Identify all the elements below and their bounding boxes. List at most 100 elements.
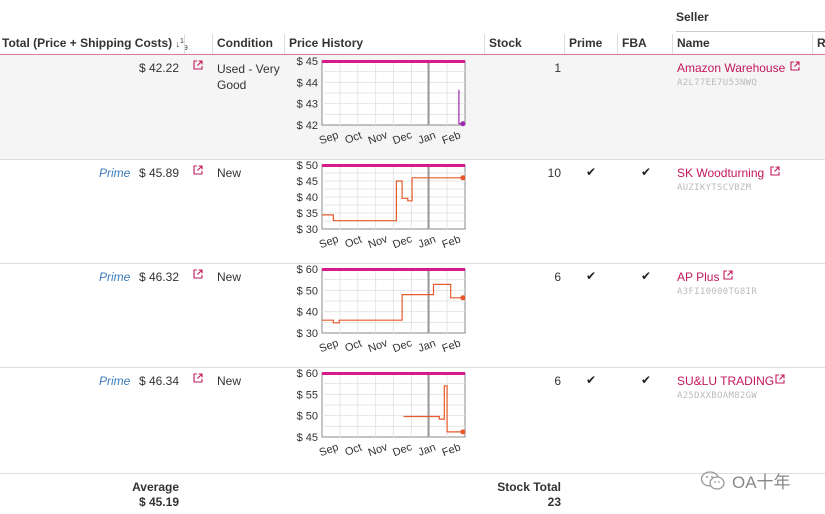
wechat-icon	[700, 470, 725, 490]
chart-y-tick-label: $ 45	[297, 56, 318, 68]
chart-x-tick-label: Oct	[343, 338, 363, 355]
chart-x-tick-label: Nov	[367, 233, 390, 251]
chart-y-tick-label: $ 50	[297, 285, 318, 297]
col-extra-header[interactable]: R	[817, 36, 825, 50]
seller-name: Amazon Warehouse	[677, 61, 786, 75]
seller-name: AP Plus	[677, 270, 720, 284]
external-link-icon[interactable]	[193, 165, 203, 175]
col-total-label: Total (Price + Shipping Costs)	[2, 36, 173, 50]
average-label: Average	[132, 480, 179, 494]
row-condition: New	[217, 270, 242, 284]
chart-availability-bar	[322, 60, 465, 63]
row-stock: 1	[554, 61, 561, 75]
chart-y-tick-label: $ 43	[297, 99, 318, 111]
external-link-icon[interactable]	[193, 60, 203, 70]
chart-x-tick-label: Oct	[343, 442, 363, 459]
chart-y-tick-label: $ 45	[297, 432, 318, 444]
chart-y-tick-label: $ 50	[297, 411, 318, 423]
external-link-icon[interactable]	[770, 166, 780, 176]
chart-x-tick-label: Jan	[417, 130, 438, 147]
col-prime-header[interactable]: Prime	[569, 36, 603, 50]
col-name-header[interactable]: Name	[677, 36, 710, 50]
external-link-icon[interactable]	[775, 374, 785, 384]
chart-y-tick-label: $ 40	[297, 307, 318, 319]
average-value: $ 45.19	[138, 495, 179, 509]
row-price: $ 45.89	[138, 166, 179, 180]
chart-x-tick-label: Feb	[441, 129, 463, 147]
chart-y-tick-label: $ 42	[297, 120, 318, 132]
external-link-icon[interactable]	[193, 269, 203, 279]
chart-x-tick-label: Nov	[367, 441, 390, 459]
watermark: OA十年	[700, 468, 791, 493]
chart-x-tick-label: Oct	[343, 130, 363, 147]
seller-name-link[interactable]: SK Woodturning	[677, 166, 764, 180]
fba-check-icon: ✔	[641, 269, 652, 283]
stock-total-value: 23	[547, 495, 561, 509]
chart-x-tick-label: Dec	[391, 441, 414, 459]
chart-x-tick-label: Jan	[417, 338, 438, 355]
col-condition-header[interactable]: Condition	[217, 36, 273, 50]
seller-name: SK Woodturning	[677, 166, 765, 180]
header-bottom-border	[0, 54, 825, 55]
col-total-header[interactable]: Total (Price + Shipping Costs) ↓19	[2, 36, 188, 52]
seller-name-link[interactable]: SU&LU TRADING	[677, 374, 774, 388]
col-stock-header[interactable]: Stock	[489, 36, 522, 50]
chart-x-tick-label: Dec	[391, 233, 414, 251]
chart-y-tick-label: $ 45	[297, 176, 318, 188]
chart-current-point	[460, 295, 466, 301]
sort-icon[interactable]: ↓19	[175, 38, 188, 52]
chart-price-line	[403, 385, 463, 433]
chart-x-tick-label: Feb	[441, 337, 463, 355]
fba-check-icon: ✔	[641, 373, 652, 387]
chart-x-tick-label: Feb	[441, 441, 463, 459]
chart-x-tick-label: Sep	[318, 441, 341, 459]
chart-price-line	[322, 177, 463, 222]
chart-x-tick-label: Jan	[417, 234, 438, 251]
seller-name-link[interactable]: Amazon Warehouse	[677, 61, 785, 75]
chart-current-point	[460, 175, 466, 181]
external-link-icon[interactable]	[723, 270, 733, 280]
col-price-history-header[interactable]: Price History	[289, 36, 364, 50]
chart-x-tick-label: Sep	[318, 233, 341, 251]
prime-check-icon: ✔	[586, 269, 597, 283]
chart-x-tick-label: Dec	[391, 337, 414, 355]
seller-name-link[interactable]: AP Plus	[677, 270, 719, 284]
footer-top-border	[0, 473, 825, 474]
stock-total-label: Stock Total	[497, 480, 561, 494]
col-fba-header[interactable]: FBA	[622, 36, 647, 50]
prime-check-icon: ✔	[586, 373, 597, 387]
table-row	[0, 367, 825, 472]
chart-x-tick-label: Nov	[367, 129, 390, 147]
chart-current-point	[460, 121, 466, 127]
prime-label: Prime	[99, 270, 131, 284]
chart-x-tick-label: Sep	[318, 337, 341, 355]
seller-id: AUZIKYTSCVBZM	[677, 183, 752, 193]
prime-label: Prime	[99, 374, 131, 388]
chart-y-tick-label: $ 60	[297, 368, 318, 380]
row-stock: 6	[554, 374, 561, 388]
row-stock: 10	[547, 166, 561, 180]
seller-group-header: Seller	[676, 10, 825, 32]
chart-x-tick-label: Jan	[417, 442, 438, 459]
chart-y-tick-label: $ 30	[297, 224, 318, 236]
chart-y-tick-label: $ 44	[297, 77, 318, 89]
chart-x-tick-label: Oct	[343, 234, 363, 251]
row-condition: New	[217, 374, 242, 388]
external-link-icon[interactable]	[790, 61, 800, 71]
chart-x-tick-label: Nov	[367, 337, 390, 355]
external-link-icon[interactable]	[193, 373, 203, 383]
seller-name: SU&LU TRADING	[677, 374, 775, 388]
row-price: $ 46.32	[138, 270, 179, 284]
chart-y-tick-label: $ 50	[297, 160, 318, 172]
chart-x-tick-label: Feb	[441, 233, 463, 251]
chart-y-tick-label: $ 30	[297, 328, 318, 340]
chart-y-tick-label: $ 35	[297, 208, 318, 220]
chart-current-point	[460, 429, 466, 435]
row-stock: 6	[554, 270, 561, 284]
row-price: $ 42.22	[138, 61, 179, 75]
chart-y-tick-label: $ 40	[297, 192, 318, 204]
